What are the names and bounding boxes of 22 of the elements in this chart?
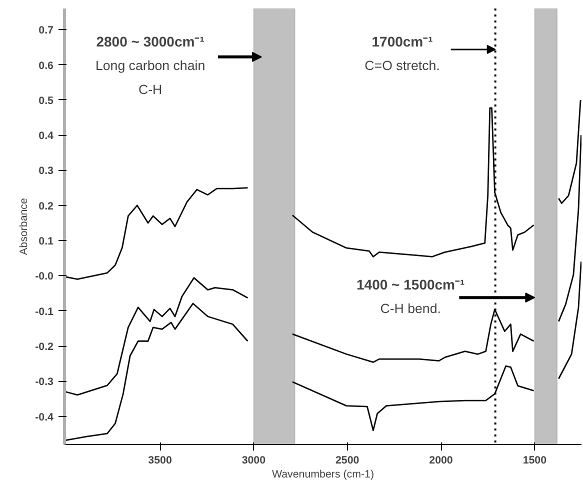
band-label: 1400 ~ 1500cm⁻¹ C-H bend. xyxy=(356,276,465,316)
y-tick-label: 0.5 xyxy=(38,94,54,107)
y-tick-label: 0.3 xyxy=(38,165,54,178)
y-tick-label: 0.7 xyxy=(38,24,54,37)
y-tick-label: 0.6 xyxy=(38,60,54,72)
x-tick-label: 3500 xyxy=(148,454,172,466)
ref-line-label: 1700cm⁻¹ C=O stretch. xyxy=(364,34,440,74)
x-tick-label: 1500 xyxy=(522,454,547,466)
y-tick-label: 0.4 xyxy=(38,130,54,142)
y-tick-label: -0.2 xyxy=(35,341,54,354)
y-tick-label: -0.4 xyxy=(35,411,54,424)
x-tick-label: 2500 xyxy=(336,454,360,466)
y-tick-label: 0.1 xyxy=(38,236,54,248)
band-label: 2800 ~ 3000cm⁻¹ Long carbon chain C-H xyxy=(95,34,206,98)
y-tick-label: -0.3 xyxy=(35,376,54,388)
y-axis-title: Absorbance xyxy=(18,198,30,255)
y-tick-label: -0.0 xyxy=(35,270,54,283)
x-tick-label: 2000 xyxy=(429,454,453,466)
x-tick-label: 3000 xyxy=(242,454,266,466)
y-tick-label: 0.2 xyxy=(38,200,54,212)
y-tick-label: -0.1 xyxy=(35,306,54,318)
x-axis-title: Wavenumbers (cm-1) xyxy=(272,468,374,480)
